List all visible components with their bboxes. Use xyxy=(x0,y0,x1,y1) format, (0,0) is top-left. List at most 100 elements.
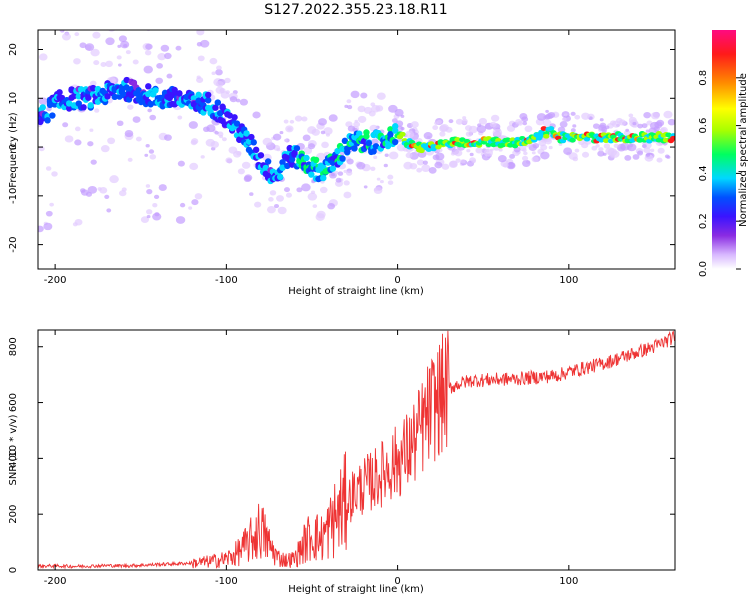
heatmap-cell xyxy=(285,125,294,133)
heatmap-cell xyxy=(140,216,149,224)
heatmap-cell xyxy=(623,130,631,136)
heatmap-cell xyxy=(654,121,663,129)
heatmap-cell xyxy=(641,144,647,149)
snr-x-tick-label: 0 xyxy=(394,576,400,587)
heatmap-cell xyxy=(111,93,118,101)
heatmap-cell xyxy=(592,123,600,129)
heatmap-cell xyxy=(56,89,63,96)
heatmap-cell xyxy=(84,0,89,4)
heatmap-cell xyxy=(581,112,590,120)
heatmap-cell xyxy=(94,108,100,113)
heatmap-cell xyxy=(373,155,378,160)
heatmap-cell xyxy=(157,53,167,61)
snr-y-tick-label: 600 xyxy=(8,393,19,412)
heatmap-cell xyxy=(266,205,276,214)
heatmap-cell xyxy=(241,161,251,169)
heatmap-cell xyxy=(145,83,152,90)
heatmap-cell xyxy=(645,129,650,133)
heatmap-cell xyxy=(353,121,361,128)
heatmap-cell xyxy=(524,125,533,133)
heatmap-cell xyxy=(286,144,293,152)
heatmap-cell xyxy=(161,6,167,11)
heatmap-cell xyxy=(277,206,287,215)
heatmap-cell xyxy=(221,137,227,142)
heatmap-cell xyxy=(310,190,316,194)
heatmap-cell xyxy=(301,116,308,122)
snr-y-tick-label: 200 xyxy=(8,505,19,524)
heatmap-cell xyxy=(376,177,381,181)
heatmap-cell xyxy=(507,162,515,169)
heatmap-cell xyxy=(288,156,296,163)
heatmap-cell xyxy=(90,159,97,165)
heatmap-cell xyxy=(118,63,122,67)
heatmap-cell xyxy=(127,157,133,162)
heatmap-cell xyxy=(89,85,97,92)
heatmap-cell xyxy=(428,167,437,174)
heatmap-cell xyxy=(540,151,550,160)
heatmap-cell xyxy=(203,126,210,133)
heatmap-cell xyxy=(145,43,153,50)
heatmap-cell xyxy=(610,150,620,158)
heatmap-cell xyxy=(465,125,472,131)
heatmap-cell xyxy=(155,77,164,84)
heatmap-cell xyxy=(357,105,366,113)
heatmap-cell xyxy=(625,128,630,132)
heatmap-cell xyxy=(92,31,101,39)
heatmap-cell xyxy=(320,130,326,135)
heatmap-cell xyxy=(664,154,670,159)
heatmap-cell xyxy=(598,124,607,132)
heatmap-cell xyxy=(93,60,100,66)
heatmap-cell xyxy=(650,111,660,120)
spectrogram-x-tick-label: 0 xyxy=(394,275,400,286)
heatmap-cell xyxy=(45,210,53,217)
heatmap-cell xyxy=(471,159,476,164)
heatmap-cell xyxy=(143,65,153,74)
heatmap-cell xyxy=(357,115,367,123)
heatmap-cell xyxy=(597,150,605,157)
heatmap-cell xyxy=(641,123,648,129)
heatmap-cell xyxy=(268,197,274,202)
heatmap-cell xyxy=(330,172,335,177)
heatmap-cell xyxy=(146,189,153,195)
heatmap-cell xyxy=(87,185,98,194)
heatmap-cell xyxy=(224,77,231,84)
heatmap-cell xyxy=(211,71,216,76)
heatmap-cell xyxy=(145,184,151,188)
heatmap-cell xyxy=(214,99,221,106)
heatmap-cell xyxy=(522,159,531,167)
heatmap-cell xyxy=(462,120,468,125)
heatmap-cell xyxy=(636,137,643,143)
spectrogram-x-tick-label: 100 xyxy=(559,275,578,286)
heatmap-cell xyxy=(249,192,254,196)
heatmap-cell xyxy=(624,154,632,161)
heatmap-cell xyxy=(449,160,458,168)
heatmap-cell xyxy=(195,91,202,99)
heatmap-cell xyxy=(650,148,655,153)
heatmap-cell xyxy=(391,123,399,130)
heatmap-cell xyxy=(84,43,95,51)
heatmap-cell xyxy=(499,142,507,148)
heatmap-cell xyxy=(293,145,301,152)
heatmap-cell xyxy=(215,69,223,76)
heatmap-cell xyxy=(74,32,80,37)
heatmap-cell xyxy=(108,0,116,3)
heatmap-cell xyxy=(490,114,500,122)
heatmap-cell xyxy=(435,152,445,161)
heatmap-cell xyxy=(194,193,203,200)
heatmap-cell xyxy=(637,123,644,129)
heatmap-cell xyxy=(371,104,381,113)
heatmap-cell xyxy=(521,155,529,161)
heatmap-cell xyxy=(465,131,473,137)
heatmap-cell xyxy=(531,151,536,155)
heatmap-cell xyxy=(188,206,193,210)
spectrogram-y-ticks: -20 -10 0 10 20 xyxy=(8,43,675,253)
heatmap-cell xyxy=(58,0,67,2)
heatmap-cell xyxy=(476,125,487,134)
heatmap-cell xyxy=(363,133,370,140)
heatmap-cell xyxy=(65,105,73,112)
heatmap-cell xyxy=(308,171,315,178)
heatmap-cell xyxy=(450,151,456,156)
heatmap-cell xyxy=(62,122,69,128)
heatmap-cell xyxy=(609,120,617,126)
heatmap-cell xyxy=(405,130,415,139)
